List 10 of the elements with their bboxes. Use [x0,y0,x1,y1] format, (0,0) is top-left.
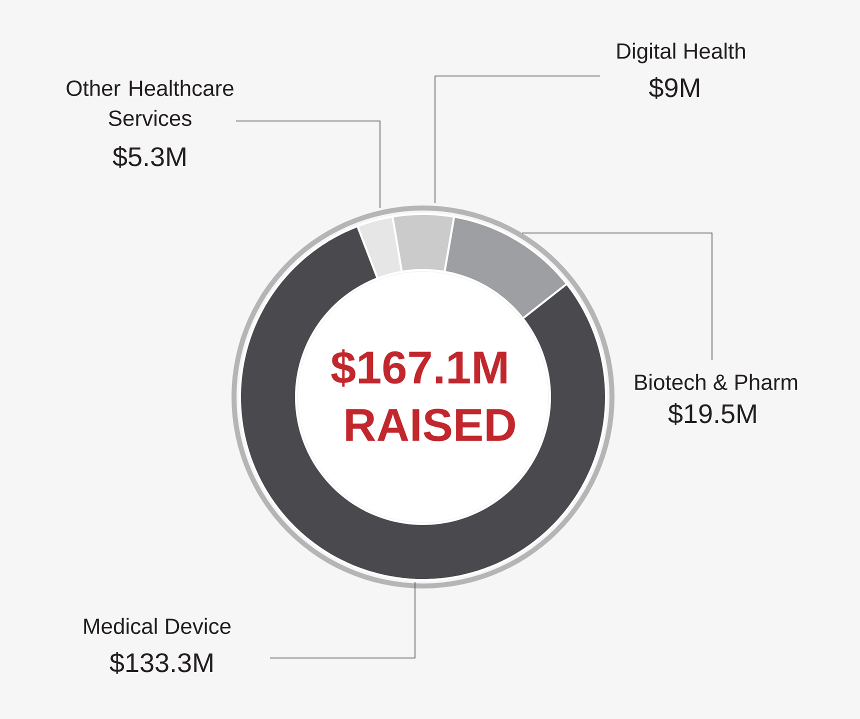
data-label: $9M [649,77,700,99]
text: $167.1M [331,349,506,387]
slice-label: Digital Health [617,42,745,64]
data-label: $5.3M [112,146,186,168]
slice-label: Other Healthcare Services [66,80,234,126]
slice-label: Medical Device [84,618,231,634]
slice-label: Biotech & Pharm [635,374,798,390]
text: RAISED [346,408,515,442]
data-label: $19.5M [668,403,756,425]
data-label: $133.3M [110,652,212,674]
